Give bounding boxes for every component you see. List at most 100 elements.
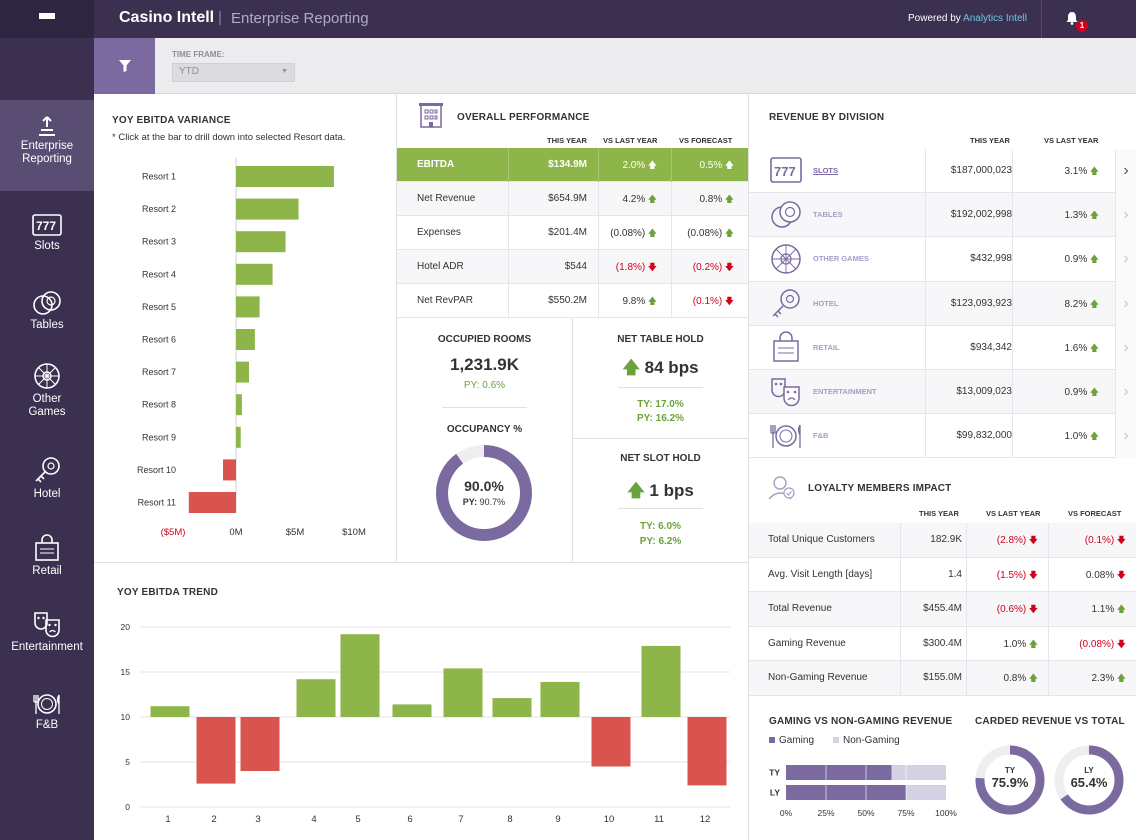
division-vs-last-year: 0.9% 🡅 bbox=[1012, 370, 1115, 415]
division-label[interactable]: OTHER GAMES bbox=[813, 254, 869, 264]
bell-icon[interactable] bbox=[1066, 11, 1078, 29]
arrow-up-icon: 🡅 bbox=[627, 481, 645, 500]
menu-button[interactable] bbox=[0, 0, 94, 38]
vs-forecast-value: (0.2%) bbox=[692, 262, 723, 273]
donut-fill bbox=[1054, 745, 1124, 815]
loyalty-title: LOYALTY MEMBERS IMPACT bbox=[808, 483, 952, 494]
sidebar-item-entertainment[interactable]: Entertainment bbox=[0, 610, 94, 653]
sidebar-item-hotel[interactable]: Hotel bbox=[0, 455, 94, 500]
overall-row[interactable]: EBITDA $134.9M 2.0% 🡅 0.5% 🡅 bbox=[397, 148, 748, 182]
col-header: VS LAST YEAR bbox=[603, 136, 658, 145]
trend-bar-12[interactable] bbox=[687, 717, 727, 786]
sidebar-item-fnb[interactable]: F&B bbox=[0, 692, 94, 731]
division-label[interactable]: F&B bbox=[813, 431, 829, 441]
loyalty-row[interactable]: Total Unique Customers 182.9K (2.8%) 🡇 (0.1… bbox=[749, 523, 1136, 558]
division-label[interactable]: RETAIL bbox=[813, 342, 840, 352]
trend-bar-4[interactable] bbox=[296, 679, 336, 717]
loyalty-vs-last-year: 1.0% 🡅 bbox=[966, 626, 1048, 661]
y-tick-label: Resort 8 bbox=[142, 400, 176, 410]
bar-non-gaming-ty[interactable] bbox=[891, 765, 946, 780]
trend-bar-6[interactable] bbox=[392, 704, 432, 717]
bar-resort-6[interactable] bbox=[236, 329, 255, 350]
bar-non-gaming-ly[interactable] bbox=[906, 785, 946, 800]
chevron-right-icon[interactable]: › bbox=[1115, 149, 1136, 194]
loyalty-row[interactable]: Non-Gaming Revenue $155.0M 0.8% 🡅 2.3% 🡅 bbox=[749, 661, 1136, 696]
trend-bar-11[interactable] bbox=[641, 645, 681, 717]
loyalty-vs-forecast-value: 2.3% bbox=[1091, 673, 1115, 684]
division-row-slots[interactable]: 777 SLOTS $187,000,023 3.1% 🡅 › bbox=[749, 149, 1136, 194]
vs-forecast: (0.1%) 🡇 bbox=[672, 284, 748, 318]
bar-resort-11[interactable] bbox=[188, 492, 236, 513]
overall-row[interactable]: Net Revenue $654.9M 4.2% 🡅 0.8% 🡅 bbox=[397, 182, 748, 216]
trend-bar-5[interactable] bbox=[340, 634, 380, 717]
occupancy-py-label: PY: bbox=[462, 497, 478, 507]
y-tick-label: TY bbox=[769, 768, 780, 778]
division-row-entertainment[interactable]: ENTERTAINMENT $13,009,023 0.9% 🡅 › bbox=[749, 370, 1136, 415]
trend-bar-1[interactable] bbox=[150, 706, 190, 717]
chevron-right-icon[interactable]: › bbox=[1115, 414, 1136, 459]
trend-bar-3[interactable] bbox=[240, 717, 280, 771]
bar-resort-7[interactable] bbox=[236, 361, 249, 383]
roulette-icon-wrap bbox=[768, 242, 804, 276]
division-row-retail[interactable]: RETAIL $934,342 1.6% 🡅 › bbox=[749, 325, 1136, 370]
division-this-year: $934,342 bbox=[925, 325, 1012, 370]
chevron-right-icon[interactable]: › bbox=[1115, 325, 1136, 370]
x-tick-label: 8 bbox=[507, 814, 512, 825]
tables-icon-wrap bbox=[768, 198, 804, 232]
this-year: $544 bbox=[509, 250, 599, 284]
chevron-right-icon[interactable]: › bbox=[1115, 281, 1136, 326]
trend-bar-10[interactable] bbox=[591, 717, 631, 767]
bar-resort-5[interactable] bbox=[236, 296, 260, 318]
loyalty-row[interactable]: Total Revenue $455.4M (0.6%) 🡇 1.1% 🡅 bbox=[749, 592, 1136, 627]
time-frame-select[interactable]: YTD ▼ bbox=[172, 63, 295, 82]
bar-gaming-ty[interactable] bbox=[786, 765, 892, 780]
division-row-f-b[interactable]: F&B $99,832,000 1.0% 🡅 › bbox=[749, 414, 1136, 459]
division-row-other-games[interactable]: OTHER GAMES $432,998 0.9% 🡅 › bbox=[749, 237, 1136, 282]
overall-row[interactable]: Net RevPAR $550.2M 9.8% 🡅 (0.1%) 🡇 bbox=[397, 284, 748, 318]
trend-bar-8[interactable] bbox=[492, 698, 532, 717]
sidebar-item-label: Hotel bbox=[33, 488, 61, 500]
division-vs-last-year: 1.6% 🡅 bbox=[1012, 325, 1115, 370]
loyalty-row[interactable]: Gaming Revenue $300.4M 1.0% 🡅 (0.08%) 🡇 bbox=[749, 626, 1136, 661]
division-label[interactable]: ENTERTAINMENT bbox=[813, 387, 877, 396]
bar-resort-2[interactable] bbox=[236, 198, 299, 220]
sidebar-item-other-games[interactable]: Other Games bbox=[0, 362, 94, 419]
trend-bar-9[interactable] bbox=[540, 681, 580, 717]
sidebar-item-tables[interactable]: Tables bbox=[0, 290, 94, 331]
variance-chart[interactable]: Resort 1 Resort 2 Resort 3 Resort 4 Resort 5… bbox=[96, 150, 394, 550]
loyalty-row[interactable]: Avg. Visit Length [days] 1.4 (1.5%) 🡇 0.08%… bbox=[749, 557, 1136, 592]
division-row-hotel[interactable]: HOTEL $123,093,923 8.2% 🡅 › bbox=[749, 281, 1136, 326]
chevron-right-icon[interactable]: › bbox=[1115, 370, 1136, 415]
overall-row[interactable]: Hotel ADR $544 (1.8%) 🡇 (0.2%) 🡇 bbox=[397, 250, 748, 284]
division-this-year: $13,009,023 bbox=[925, 370, 1012, 415]
filter-button[interactable] bbox=[94, 38, 155, 94]
arrow-up-icon: 🡅 bbox=[722, 160, 734, 170]
sidebar-item-enterprise-reporting[interactable]: Enterprise Reporting bbox=[0, 100, 94, 191]
bar-resort-8[interactable] bbox=[236, 394, 242, 416]
chevron-right-icon[interactable]: › bbox=[1115, 193, 1136, 238]
powered-brand[interactable]: Analytics Intell bbox=[963, 13, 1027, 24]
bar-resort-10[interactable] bbox=[223, 459, 236, 481]
bar-resort-3[interactable] bbox=[236, 231, 286, 253]
chevron-right-icon[interactable]: › bbox=[1115, 237, 1136, 282]
trend-bar-2[interactable] bbox=[196, 717, 236, 784]
loyalty-vs-last-year-value: 0.8% bbox=[1003, 673, 1027, 684]
sidebar-item-slots[interactable]: 777 Slots bbox=[0, 213, 94, 252]
division-row-tables[interactable]: TABLES $192,002,998 1.3% 🡅 › bbox=[749, 193, 1136, 238]
division-label[interactable]: SLOTS bbox=[813, 166, 839, 175]
division-vs-last-year-value: 1.6% bbox=[1064, 342, 1088, 354]
bar-gaming-ly[interactable] bbox=[786, 785, 906, 800]
sidebar-item-retail[interactable]: Retail bbox=[0, 534, 94, 577]
division-label[interactable]: TABLES bbox=[813, 210, 843, 220]
division-label[interactable]: HOTEL bbox=[813, 298, 839, 308]
gaming-split-chart[interactable]: TY LY0% 25% 50% 75% 100% bbox=[762, 760, 962, 822]
bar-resort-1[interactable] bbox=[236, 166, 334, 187]
overall-row[interactable]: Expenses $201.4M (0.08%) 🡅 (0.08%) 🡅 bbox=[397, 216, 748, 250]
trend-bar-7[interactable] bbox=[443, 668, 483, 717]
bar-resort-4[interactable] bbox=[236, 263, 273, 285]
loyalty-vs-last-year-value: (0.6%) bbox=[996, 604, 1027, 615]
bar-resort-9[interactable] bbox=[236, 426, 241, 448]
occupancy-py: PY: 90.7% bbox=[434, 497, 534, 507]
x-tick-label: 7 bbox=[458, 814, 463, 825]
